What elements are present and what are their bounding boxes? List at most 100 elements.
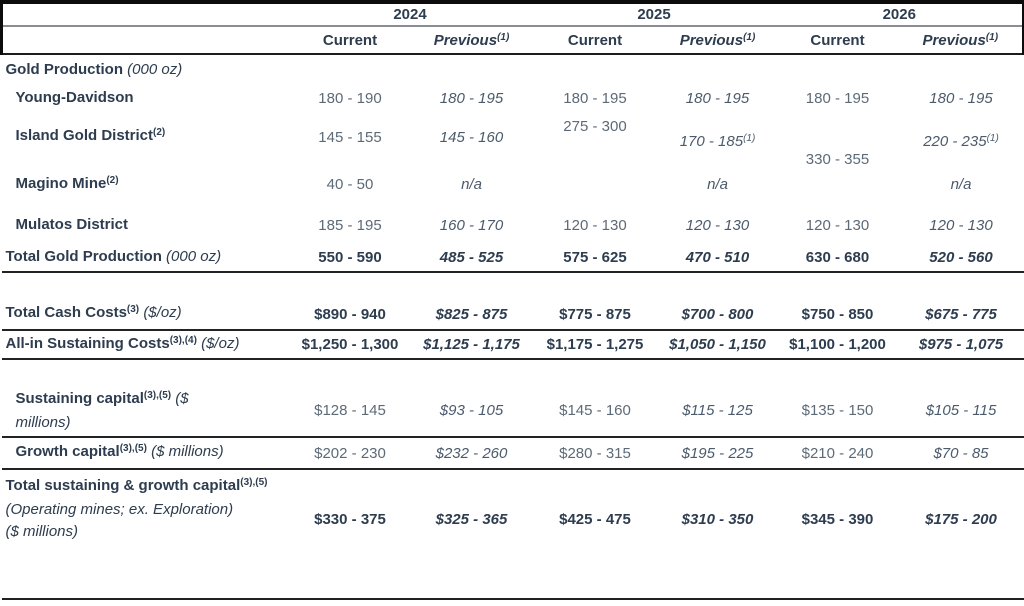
cell-aisc-2024-previous: $1,125 - 1,175	[411, 330, 532, 360]
cell-cash-2024-previous: $825 - 875	[411, 299, 532, 331]
cell-young-2024-current: 180 - 190	[318, 89, 382, 107]
cell-mulatos-2026-current: 120 - 130	[805, 216, 870, 234]
section-gap	[2, 359, 1024, 385]
section-gap	[2, 272, 1024, 299]
footnote-sup: (1)	[497, 31, 510, 43]
row-all-in-sustaining-costs: All-in Sustaining Costs(3),(4) ($/oz) $1…	[1, 330, 1024, 360]
cell-mulatos-2024-current: 185 - 195	[318, 216, 382, 234]
cell-sustaining-2026-current: $135 - 150	[776, 385, 899, 438]
footnote-sup: (1)	[743, 31, 756, 43]
cell-totalcap-2024-previous: $325 - 365	[435, 511, 508, 528]
year-2024: 2024	[288, 0, 532, 27]
row-label-units: ($ millions)	[5, 523, 79, 540]
cell-magino-2026-previous: n/a	[950, 176, 972, 193]
row-label: Magino Mine(2)	[15, 174, 119, 192]
cell-island-2025-previous: 170 - 185(1)	[679, 132, 756, 150]
cell-growth-2025-previous: $195 - 225	[658, 437, 777, 470]
cell-magino-2025-previous: n/a	[707, 176, 728, 193]
col-2026-previous: Previous(1)	[898, 26, 1024, 55]
cell-totalgold-2026-previous: 520 - 560	[898, 243, 1024, 273]
cell-sustaining-2024-previous: $93 - 105	[411, 385, 532, 438]
row-total-sustaining-growth-capital: Total sustaining & growth capital(3),(5)…	[2, 469, 1024, 569]
corner-cell	[0, 0, 289, 27]
cell-mulatos-2025-previous: 120 - 130	[685, 216, 750, 234]
cell-magino-2024-current: 40 - 50	[326, 176, 374, 193]
footnote-sup: (2)	[153, 127, 166, 138]
row-sustaining-capital: Sustaining capital(3),(5) ($ millions) $…	[1, 385, 1024, 438]
row-label: Growth capital(3),(5) ($ millions)	[1, 437, 289, 470]
bottom-gap	[2, 569, 1024, 599]
row-label: Young-Davidson	[15, 89, 134, 106]
row-young-davidson: Young-Davidson 180 - 190 180 - 195 180 -…	[2, 84, 1024, 112]
footnote-sup: (3),(5)	[119, 443, 147, 454]
col-2025-previous: Previous(1)	[658, 26, 777, 55]
col-2024-previous: Previous(1)	[411, 26, 532, 55]
col-2026-current: Current	[776, 26, 899, 55]
cell-sustaining-2024-current: $128 - 145	[288, 385, 412, 438]
cell-young-2025-current: 180 - 195	[563, 89, 627, 107]
section-label: Gold Production (000 oz)	[5, 60, 183, 78]
cell-sustaining-2025-previous: $115 - 125	[658, 385, 777, 438]
cell-island-2024-previous: 145 - 160	[439, 128, 504, 146]
cell-totalcap-2024-current: $330 - 375	[314, 511, 386, 528]
footnote-sup: (3),(5)	[240, 477, 268, 488]
row-label: Total sustaining & growth capital(3),(5)…	[2, 469, 289, 569]
row-total-gold-production: Total Gold Production (000 oz) 550 - 590…	[1, 243, 1024, 273]
cell-island-2024-current: 145 - 155	[318, 128, 382, 146]
cell-young-2026-previous: 180 - 195	[929, 89, 993, 107]
cell-young-2026-current: 180 - 195	[805, 89, 870, 107]
row-label: Total Cash Costs(3) ($/oz)	[1, 299, 289, 331]
row-label: Sustaining capital(3),(5) ($ millions)	[1, 385, 289, 438]
cell-aisc-2025-current: $1,175 - 1,275	[531, 330, 659, 360]
row-label: Island Gold District(2)	[15, 127, 166, 144]
cell-growth-2025-current: $280 - 315	[531, 437, 659, 470]
footnote-sup: (1)	[985, 31, 999, 43]
cell-totalcap-2025-previous: $310 - 350	[681, 511, 754, 528]
cell-totalcap-2026-previous: $175 - 200	[925, 511, 997, 528]
row-magino-mine: Magino Mine(2) 40 - 50 n/a n/a n/a	[2, 162, 1024, 207]
footnote-sup: (3),(4)	[169, 334, 197, 346]
year-2026: 2026	[776, 0, 1024, 27]
cell-cash-2025-current: $775 - 875	[531, 299, 659, 331]
cell-cash-2025-previous: $700 - 800	[658, 299, 777, 331]
row-label: All-in Sustaining Costs(3),(4) ($/oz)	[1, 330, 289, 360]
row-mulatos-district: Mulatos District 185 - 195 160 - 170 120…	[2, 207, 1024, 243]
cell-young-2024-previous: 180 - 195	[439, 89, 504, 107]
cell-mulatos-2025-current: 120 - 130	[563, 216, 627, 234]
row-growth-capital: Growth capital(3),(5) ($ millions) $202 …	[1, 437, 1024, 470]
cell-totalcap-2025-current: $425 - 475	[559, 511, 631, 528]
cell-mulatos-2024-previous: 160 - 170	[439, 216, 504, 234]
cell-totalgold-2026-current: 630 - 680	[776, 243, 899, 273]
corner-cell	[0, 26, 289, 55]
col-2025-current: Current	[531, 26, 659, 55]
cell-sustaining-2026-previous: $105 - 115	[898, 385, 1024, 438]
cell-totalgold-2024-current: 550 - 590	[288, 243, 412, 273]
cell-cash-2026-previous: $675 - 775	[898, 299, 1024, 331]
col-2024-current: Current	[288, 26, 412, 55]
cell-growth-2024-current: $202 - 230	[288, 437, 412, 470]
cell-cash-2026-current: $750 - 850	[776, 299, 899, 331]
footnote-sup: (1)	[743, 132, 756, 144]
cell-aisc-2026-current: $1,100 - 1,200	[776, 330, 899, 360]
footnote-sup: (2)	[106, 174, 119, 186]
year-2025: 2025	[531, 0, 777, 27]
row-gold-production-header: Gold Production (000 oz)	[2, 54, 1024, 84]
row-label: Mulatos District	[15, 216, 129, 233]
cell-totalgold-2025-previous: 470 - 510	[658, 243, 777, 273]
row-label: Total Gold Production (000 oz)	[1, 243, 289, 273]
footnote-sup: (3)	[126, 304, 140, 315]
footnote-sup: (3),(5)	[143, 389, 172, 401]
cell-mulatos-2026-previous: 120 - 130	[929, 216, 993, 234]
cell-cash-2024-current: $890 - 940	[288, 299, 412, 331]
cell-sustaining-2025-current: $145 - 160	[531, 385, 659, 438]
cell-magino-2024-previous: n/a	[461, 176, 482, 193]
cell-growth-2026-previous: $70 - 85	[898, 437, 1024, 470]
cell-aisc-2026-previous: $975 - 1,075	[898, 330, 1024, 360]
subheader-row: Current Previous(1) Current Previous(1) …	[0, 26, 1024, 55]
cell-totalgold-2024-previous: 485 - 525	[411, 243, 532, 273]
cell-island-magino-2026-current: 330 - 355	[805, 151, 870, 168]
cell-young-2025-previous: 180 - 195	[685, 89, 750, 107]
cell-totalgold-2025-current: 575 - 625	[531, 243, 659, 273]
year-header-row: 2024 2025 2026	[0, 0, 1024, 27]
